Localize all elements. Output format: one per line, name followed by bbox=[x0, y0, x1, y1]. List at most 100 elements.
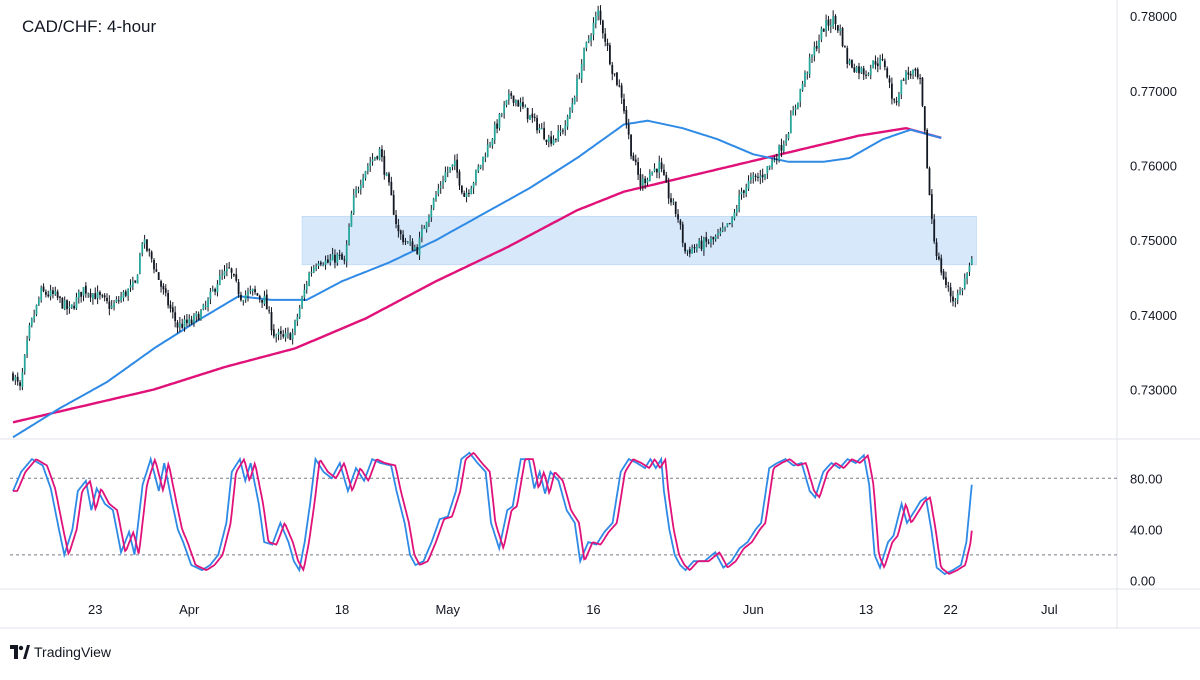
candle bbox=[815, 46, 818, 49]
candle bbox=[254, 289, 256, 293]
candle bbox=[160, 281, 162, 287]
candle bbox=[310, 271, 313, 273]
candle bbox=[294, 320, 296, 332]
candle bbox=[639, 174, 642, 187]
candle bbox=[611, 64, 614, 74]
candle bbox=[505, 99, 508, 106]
candle bbox=[700, 240, 703, 250]
candle bbox=[40, 287, 43, 301]
candle bbox=[644, 178, 647, 184]
candle bbox=[599, 10, 602, 21]
stoch-d-line bbox=[13, 451, 973, 575]
candle bbox=[818, 40, 820, 48]
time-tick-label: Jun bbox=[743, 602, 764, 617]
candle bbox=[898, 94, 900, 104]
candle bbox=[233, 274, 235, 276]
candle bbox=[92, 293, 94, 299]
candle bbox=[202, 304, 205, 310]
candle bbox=[54, 291, 57, 295]
candle bbox=[914, 68, 917, 71]
candle bbox=[938, 256, 940, 260]
candle bbox=[923, 106, 926, 131]
candle bbox=[197, 314, 200, 321]
candle bbox=[101, 295, 104, 297]
candle bbox=[580, 64, 583, 79]
candle bbox=[113, 303, 115, 307]
candle bbox=[942, 271, 945, 279]
candle bbox=[141, 243, 144, 254]
candle bbox=[855, 67, 858, 73]
candle bbox=[423, 228, 426, 230]
candle bbox=[543, 127, 545, 139]
candle bbox=[406, 242, 409, 244]
candle bbox=[364, 171, 367, 179]
candle bbox=[531, 113, 534, 118]
candle bbox=[867, 74, 870, 76]
candle bbox=[552, 139, 555, 145]
candle bbox=[143, 239, 146, 244]
candle bbox=[754, 175, 757, 177]
candle bbox=[70, 304, 73, 308]
time-tick-label: 13 bbox=[859, 602, 873, 617]
candle bbox=[376, 156, 379, 159]
candle bbox=[881, 59, 884, 61]
candle bbox=[907, 72, 910, 75]
candle bbox=[362, 177, 365, 186]
candle bbox=[679, 220, 682, 225]
candle bbox=[23, 354, 26, 372]
candle bbox=[341, 254, 343, 260]
candle bbox=[216, 284, 219, 293]
candle bbox=[550, 136, 553, 144]
candle bbox=[740, 191, 743, 195]
candle bbox=[780, 145, 783, 151]
candle bbox=[275, 335, 278, 337]
candle bbox=[695, 246, 698, 250]
candle bbox=[594, 15, 597, 24]
candle bbox=[195, 313, 198, 317]
candle bbox=[178, 323, 181, 327]
candle bbox=[761, 174, 764, 178]
candle bbox=[94, 293, 97, 300]
candle bbox=[324, 260, 327, 265]
candle bbox=[524, 106, 527, 108]
candle bbox=[402, 234, 404, 243]
candle bbox=[150, 251, 153, 259]
candle bbox=[221, 274, 224, 276]
brand-label: TradingView bbox=[34, 644, 112, 660]
candle bbox=[134, 280, 137, 283]
candle bbox=[256, 293, 259, 296]
candle bbox=[209, 291, 212, 300]
candle bbox=[204, 305, 207, 307]
candle bbox=[895, 101, 898, 103]
candle bbox=[519, 102, 522, 107]
candle bbox=[167, 293, 169, 306]
candle bbox=[592, 23, 595, 35]
candle bbox=[432, 198, 435, 209]
tradingview-logo-icon bbox=[10, 645, 30, 659]
candle bbox=[479, 164, 482, 168]
stoch-tick-label: 80.00 bbox=[1130, 471, 1163, 486]
candle bbox=[658, 161, 661, 173]
candle bbox=[627, 124, 630, 135]
price-tick-label: 0.73000 bbox=[1130, 382, 1177, 397]
axes-layer: 0.73000 0.74000 0.75000 0.76000 0.77000 0.780… bbox=[88, 9, 1177, 617]
candle bbox=[336, 254, 339, 263]
candle bbox=[468, 192, 470, 194]
candle bbox=[500, 113, 503, 115]
candle bbox=[742, 190, 745, 193]
candle bbox=[66, 300, 68, 310]
candle bbox=[404, 240, 407, 242]
candle bbox=[858, 66, 860, 74]
candle bbox=[604, 33, 607, 42]
candle bbox=[710, 238, 712, 243]
candle bbox=[526, 107, 529, 119]
candle bbox=[388, 173, 390, 183]
candle bbox=[656, 168, 658, 173]
candle bbox=[585, 42, 588, 49]
candle bbox=[590, 35, 592, 41]
candle bbox=[510, 93, 513, 96]
candle bbox=[463, 193, 466, 197]
candle bbox=[117, 300, 120, 302]
